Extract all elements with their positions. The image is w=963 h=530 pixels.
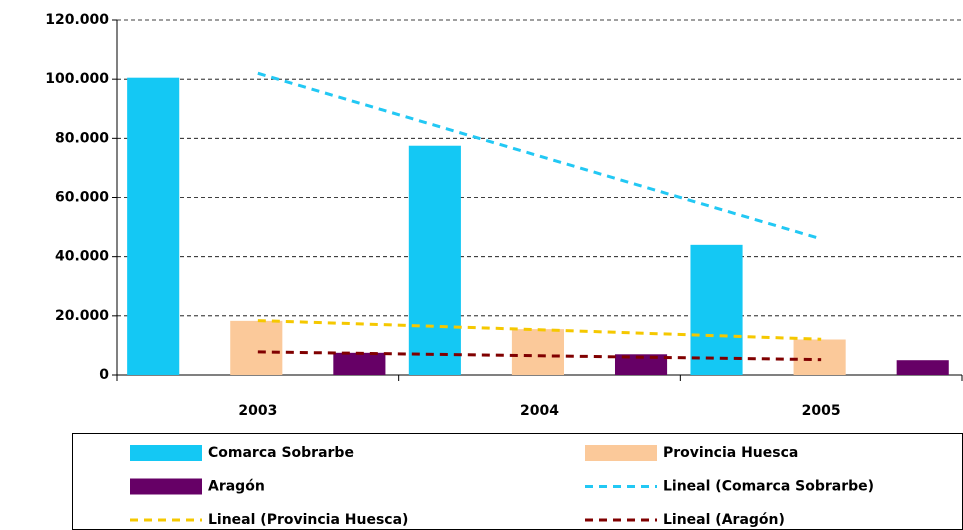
- trend-line: [257, 350, 822, 362]
- bar: [690, 244, 743, 375]
- bar: [408, 145, 461, 375]
- legend-label: Lineal (Comarca Sobrarbe): [663, 479, 874, 495]
- legend-label: Comarca Sobrarbe: [208, 445, 354, 461]
- bar: [511, 329, 565, 375]
- x-tick-label: 2003: [238, 403, 277, 419]
- trend-line: [257, 319, 822, 341]
- legend-label: Aragón: [208, 479, 265, 495]
- legend-label: Provincia Huesca: [663, 445, 798, 461]
- bar: [127, 77, 180, 375]
- bar: [896, 360, 949, 375]
- y-tick-label: 100.000: [45, 71, 109, 87]
- legend-swatch: [130, 445, 202, 461]
- legend-label: Lineal (Provincia Huesca): [208, 512, 408, 528]
- legend-swatch: [585, 445, 657, 461]
- x-tick-label: 2004: [520, 403, 559, 419]
- bar: [333, 352, 386, 375]
- bar: [793, 339, 846, 375]
- y-tick-label: 80.000: [55, 130, 109, 146]
- trend-line: [257, 71, 822, 241]
- bar: [614, 354, 668, 375]
- x-tick-label: 2005: [802, 403, 841, 419]
- legend-swatch: [130, 478, 202, 495]
- bar: [230, 320, 283, 375]
- y-tick-label: 0: [99, 367, 109, 383]
- y-tick-label: 20.000: [55, 308, 109, 324]
- y-tick-label: 60.000: [55, 190, 109, 206]
- y-tick-label: 40.000: [55, 249, 109, 265]
- legend-label: Lineal (Aragón): [663, 512, 785, 528]
- y-tick-label: 120.000: [45, 12, 109, 28]
